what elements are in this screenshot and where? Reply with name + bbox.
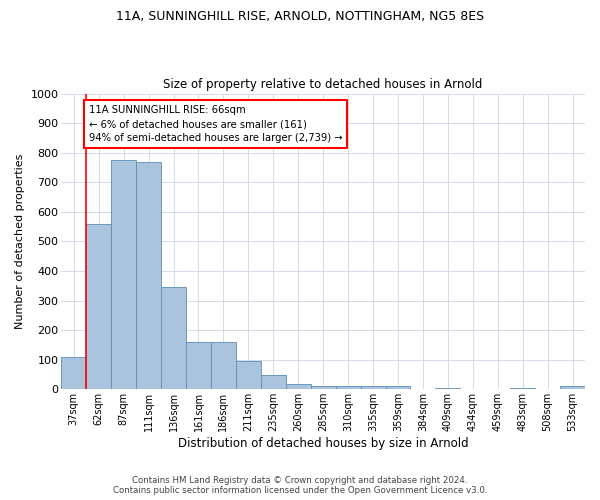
X-axis label: Distribution of detached houses by size in Arnold: Distribution of detached houses by size … xyxy=(178,437,469,450)
Bar xyxy=(311,386,335,390)
Bar xyxy=(161,288,186,390)
Text: 11A SUNNINGHILL RISE: 66sqm
← 6% of detached houses are smaller (161)
94% of sem: 11A SUNNINGHILL RISE: 66sqm ← 6% of deta… xyxy=(89,106,343,144)
Text: 11A, SUNNINGHILL RISE, ARNOLD, NOTTINGHAM, NG5 8ES: 11A, SUNNINGHILL RISE, ARNOLD, NOTTINGHA… xyxy=(116,10,484,23)
Bar xyxy=(261,374,286,390)
Bar xyxy=(286,384,311,390)
Bar xyxy=(211,342,236,390)
Bar xyxy=(236,361,261,390)
Bar xyxy=(86,224,111,390)
Bar xyxy=(386,386,410,390)
Bar xyxy=(560,386,585,390)
Bar xyxy=(136,162,161,390)
Bar xyxy=(61,357,86,390)
Text: Contains HM Land Registry data © Crown copyright and database right 2024.
Contai: Contains HM Land Registry data © Crown c… xyxy=(113,476,487,495)
Bar xyxy=(510,388,535,390)
Bar xyxy=(361,386,386,390)
Title: Size of property relative to detached houses in Arnold: Size of property relative to detached ho… xyxy=(163,78,483,91)
Bar xyxy=(436,388,460,390)
Bar xyxy=(186,342,211,390)
Bar xyxy=(111,160,136,390)
Y-axis label: Number of detached properties: Number of detached properties xyxy=(15,154,25,329)
Bar xyxy=(335,386,361,390)
